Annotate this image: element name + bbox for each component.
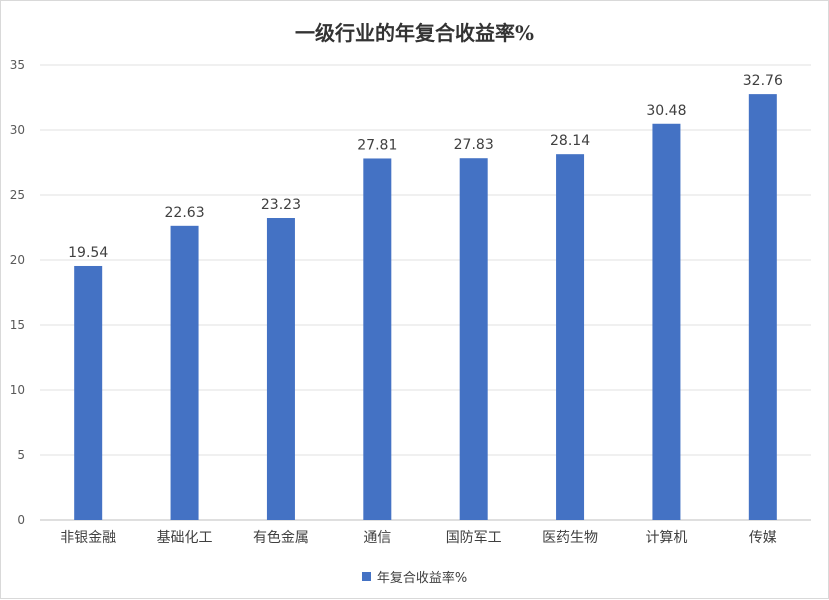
bar	[74, 265, 103, 520]
y-tick-label: 5	[17, 448, 25, 462]
y-tick-label: 35	[10, 58, 25, 72]
x-category-label: 医药生物	[542, 530, 598, 546]
bar	[652, 123, 681, 520]
x-category-label: 有色金属	[253, 529, 309, 546]
bar	[556, 154, 585, 520]
x-category-label: 通信	[363, 530, 391, 546]
data-label: 30.48	[646, 103, 686, 119]
y-tick-label: 30	[10, 123, 25, 137]
bar	[266, 218, 295, 520]
y-tick-label: 0	[17, 513, 25, 527]
x-category-label: 国防军工	[446, 530, 502, 546]
data-label: 19.54	[68, 245, 108, 261]
bar	[363, 158, 392, 520]
x-category-label: 非银金融	[60, 530, 116, 546]
legend: 年复合收益率%	[1, 567, 828, 586]
y-tick-label: 25	[10, 188, 25, 202]
legend-swatch	[361, 572, 371, 581]
data-label: 32.76	[743, 73, 783, 89]
y-tick-label: 10	[10, 383, 25, 397]
legend-label: 年复合收益率%	[376, 571, 468, 586]
x-category-label: 计算机	[645, 530, 687, 546]
y-tick-label: 20	[10, 253, 25, 267]
data-label: 27.83	[454, 137, 494, 153]
data-label: 28.14	[550, 133, 590, 149]
x-category-label: 传媒	[749, 530, 777, 546]
data-label: 23.23	[261, 197, 301, 213]
bar	[748, 94, 777, 521]
y-tick-label: 15	[10, 318, 25, 332]
bar	[459, 158, 488, 520]
data-label: 27.81	[357, 137, 397, 153]
x-category-label: 基础化工	[157, 529, 213, 546]
data-label: 22.63	[165, 205, 205, 221]
bar	[170, 225, 199, 520]
chart-title: 一级行业的年复合收益率%	[294, 21, 534, 45]
